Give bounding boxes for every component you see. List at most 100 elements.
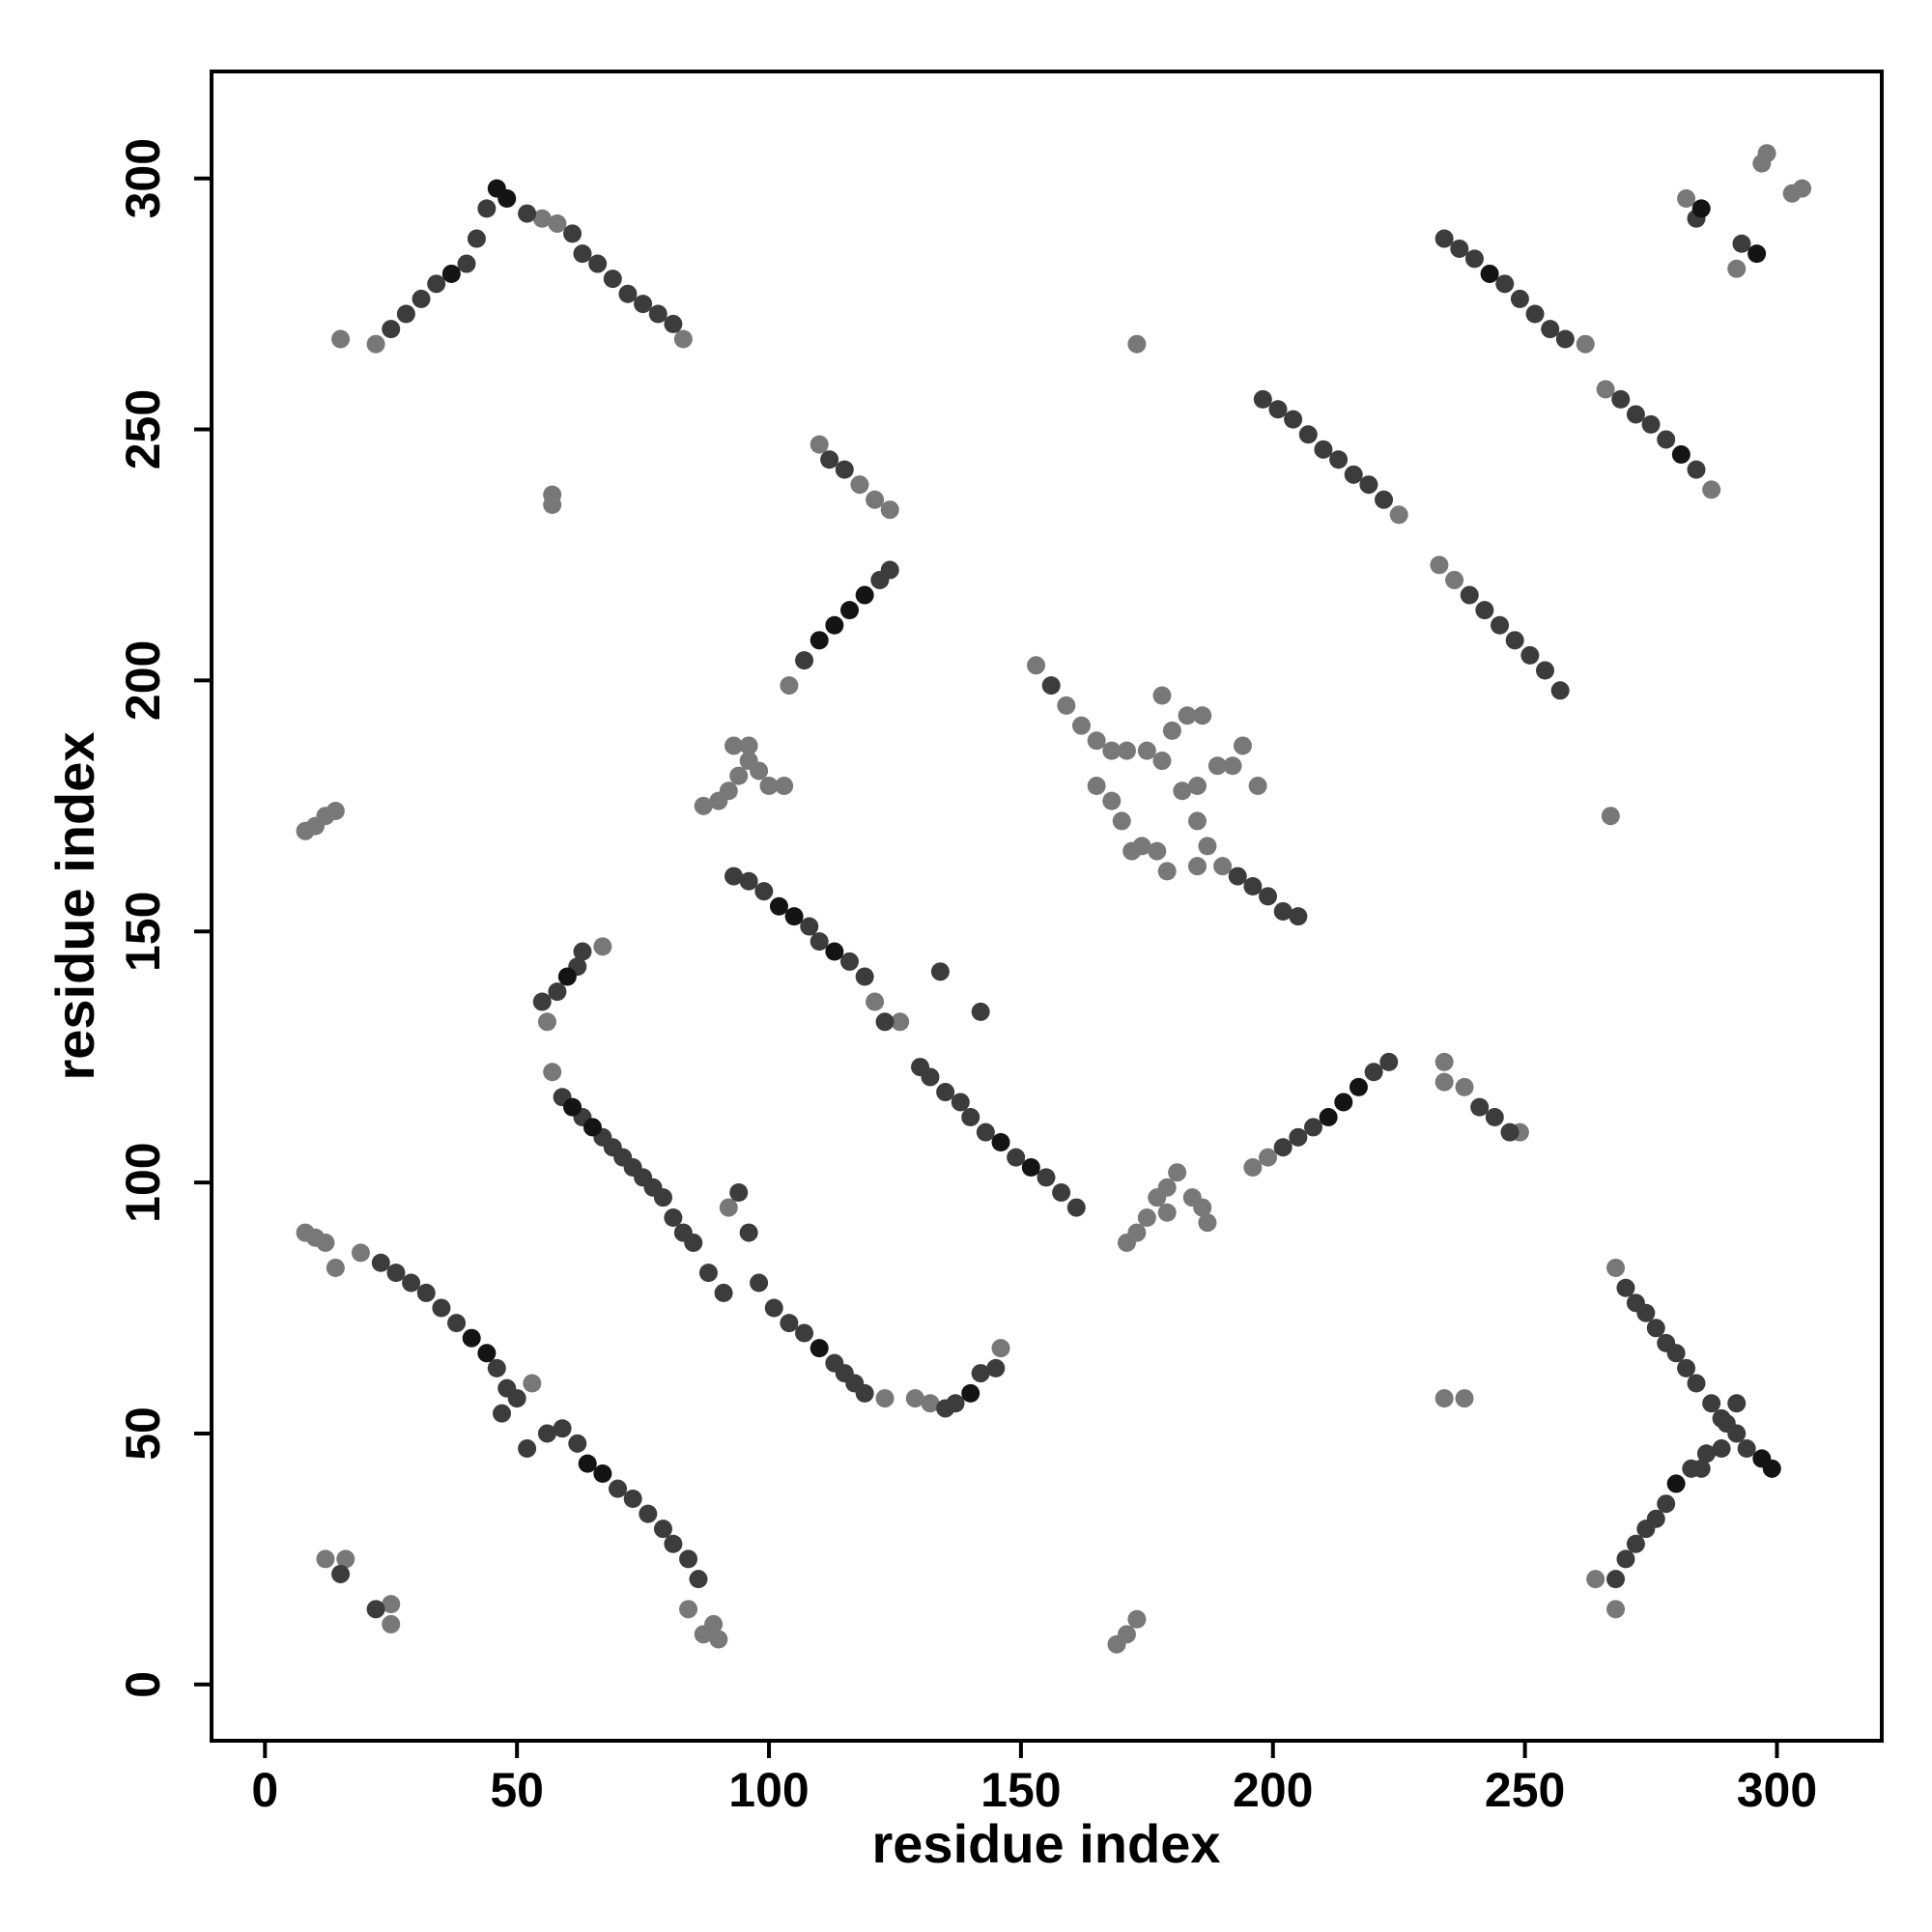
point xyxy=(582,1118,602,1137)
point xyxy=(1601,807,1620,826)
point xyxy=(1752,154,1772,173)
point xyxy=(1037,1168,1056,1187)
point xyxy=(855,585,874,605)
point xyxy=(1259,1148,1278,1167)
point xyxy=(1273,1138,1293,1157)
point xyxy=(679,1549,698,1569)
point xyxy=(759,777,779,796)
point xyxy=(1071,716,1091,735)
point xyxy=(573,244,592,264)
point xyxy=(1052,1182,1071,1202)
point xyxy=(1535,661,1554,680)
point xyxy=(1319,1108,1338,1127)
point xyxy=(1480,264,1499,283)
x-tick-label: 300 xyxy=(1737,1763,1817,1817)
point xyxy=(719,781,738,801)
point xyxy=(1379,1052,1399,1071)
point xyxy=(487,1358,506,1378)
point xyxy=(1233,736,1252,755)
point xyxy=(855,967,874,986)
point xyxy=(639,1504,658,1523)
point xyxy=(1187,777,1207,796)
point xyxy=(1505,631,1524,650)
point xyxy=(673,329,693,349)
point xyxy=(1087,731,1106,751)
point xyxy=(930,962,950,981)
point xyxy=(1375,490,1394,509)
point xyxy=(537,1012,556,1032)
point xyxy=(457,254,476,273)
point xyxy=(563,224,582,243)
point xyxy=(1289,1127,1308,1147)
point xyxy=(467,229,486,248)
point xyxy=(1137,741,1156,760)
point xyxy=(593,937,612,956)
point xyxy=(825,942,844,961)
point xyxy=(1117,741,1136,760)
point xyxy=(477,199,497,218)
point xyxy=(1702,480,1721,499)
point xyxy=(1027,656,1046,675)
point xyxy=(396,304,415,324)
point xyxy=(1178,706,1197,725)
point xyxy=(1727,259,1747,278)
point xyxy=(1657,430,1676,449)
point xyxy=(961,1108,980,1127)
point xyxy=(532,992,552,1011)
y-tick-label: 250 xyxy=(116,389,170,469)
point xyxy=(1253,389,1272,409)
point xyxy=(386,1264,406,1283)
point xyxy=(1691,1459,1711,1478)
point xyxy=(412,289,431,308)
point xyxy=(1213,857,1233,876)
point xyxy=(810,435,829,454)
point xyxy=(1550,681,1570,700)
point xyxy=(1148,841,1167,861)
point xyxy=(553,1419,572,1438)
plot-frame xyxy=(210,70,1884,1743)
point xyxy=(875,1389,895,1408)
point xyxy=(986,1358,1006,1378)
point xyxy=(1303,1118,1322,1137)
point xyxy=(548,213,567,233)
point xyxy=(1485,1108,1504,1127)
point xyxy=(382,1595,401,1614)
point xyxy=(618,284,638,303)
point xyxy=(1646,1319,1665,1338)
point xyxy=(366,1600,385,1619)
point xyxy=(750,761,769,781)
point xyxy=(1677,1358,1696,1378)
point xyxy=(1248,777,1267,796)
point xyxy=(698,1264,718,1283)
point xyxy=(441,264,461,283)
point xyxy=(729,766,749,785)
point xyxy=(1712,1439,1731,1459)
point xyxy=(1430,555,1449,575)
point xyxy=(679,1600,698,1619)
point xyxy=(1717,1414,1736,1434)
point xyxy=(1157,1178,1177,1197)
point xyxy=(326,802,345,821)
point xyxy=(1555,329,1575,349)
point xyxy=(1102,741,1122,760)
point xyxy=(532,209,552,228)
point xyxy=(810,631,829,650)
point xyxy=(351,1243,370,1263)
point xyxy=(739,1223,758,1242)
point xyxy=(1173,781,1192,801)
point xyxy=(1687,1374,1706,1393)
point xyxy=(664,1534,683,1553)
point xyxy=(880,560,899,580)
point xyxy=(664,1208,683,1227)
point xyxy=(518,204,537,223)
point xyxy=(850,475,869,495)
point xyxy=(689,1570,708,1589)
point xyxy=(1127,1223,1147,1242)
point xyxy=(548,982,567,1002)
point xyxy=(764,1298,783,1318)
point xyxy=(1606,1258,1626,1277)
point xyxy=(603,270,622,289)
point xyxy=(991,1339,1010,1358)
point xyxy=(1127,1609,1147,1629)
point xyxy=(568,1434,587,1453)
